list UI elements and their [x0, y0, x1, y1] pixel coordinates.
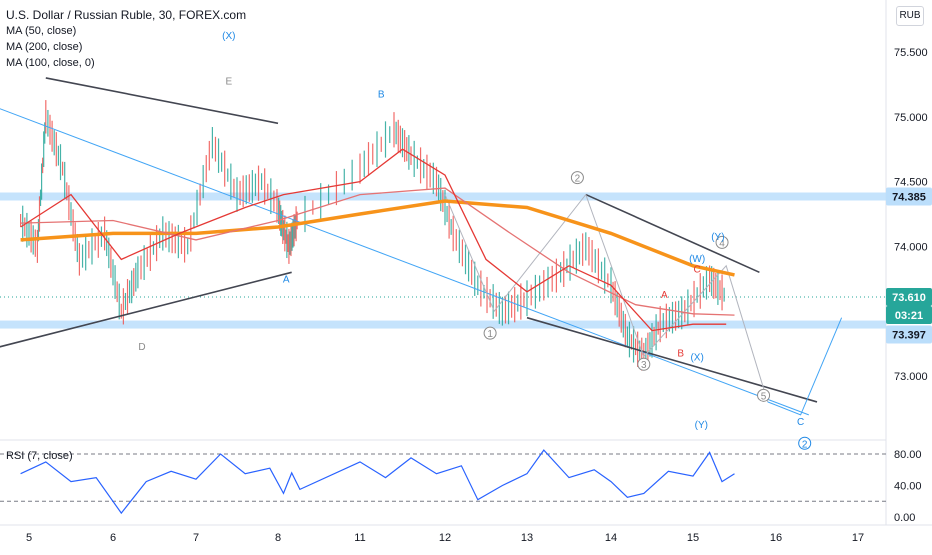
time-tick-label: 17 — [852, 532, 864, 544]
projection-path[interactable] — [767, 317, 843, 416]
wave-label: C — [694, 264, 701, 275]
chart-legend: U.S. Dollar / Russian Ruble, 30, FOREX.c… — [6, 7, 246, 71]
currency-badge[interactable]: RUB — [896, 6, 924, 26]
price-tick-label: 74.500 — [894, 177, 928, 189]
price-tick-label: 73.000 — [894, 371, 928, 383]
time-tick-label: 11 — [354, 532, 365, 544]
ma200-line[interactable] — [20, 199, 735, 277]
rsi-tick-label: 0.00 — [894, 512, 915, 524]
time-tick-label: 6 — [110, 532, 116, 544]
wave-label: 1 — [487, 329, 493, 340]
countdown-badge-bg — [886, 305, 932, 324]
ma50-line[interactable] — [20, 148, 727, 332]
wave-label: (X) — [222, 31, 235, 42]
wave-label-circle — [757, 388, 771, 402]
indicator-ma200[interactable]: MA (200, close) — [6, 41, 83, 53]
resistance-price-badge-bg — [886, 187, 932, 206]
rsi-tick-label: 40.00 — [894, 481, 922, 493]
rsi-legend[interactable]: RSI (7, close) — [6, 450, 73, 462]
last-price-badge-bg — [886, 287, 932, 306]
time-tick-label: 14 — [605, 532, 617, 544]
ma100-line[interactable] — [20, 187, 735, 316]
wave-label-circle — [570, 171, 584, 185]
wave-label: A — [661, 290, 668, 301]
resistance-price-badge: 74.385 — [892, 192, 926, 204]
time-tick-label: 13 — [521, 532, 533, 544]
wave-label-circle — [715, 235, 729, 249]
wave-label: (X) — [690, 352, 703, 363]
time-tick-label: 15 — [687, 532, 699, 544]
time-tick-label: 8 — [275, 532, 281, 544]
price-tick-label: 75.000 — [894, 112, 928, 124]
time-tick-label: 12 — [439, 532, 451, 544]
wave-label: (W) — [689, 254, 705, 265]
trendline-lower-channel-right[interactable] — [526, 316, 818, 403]
trendline-lower-channel-left[interactable] — [0, 271, 292, 350]
price-tick-label: 74.000 — [894, 241, 928, 253]
wave-label: A — [283, 275, 290, 286]
wave-label: 3 — [641, 360, 647, 371]
countdown-badge: 03:21 — [895, 310, 923, 322]
wave-label: (Y) — [695, 420, 708, 431]
wave-label: D — [138, 342, 145, 353]
last-price-badge: 73.610 — [892, 292, 926, 304]
time-tick-label: 5 — [26, 532, 32, 544]
horizontal-level-2[interactable] — [0, 320, 886, 329]
wave-label: 2 — [802, 439, 808, 450]
support-price-badge: 73.397 — [892, 330, 926, 342]
wave-label: 5 — [761, 391, 767, 402]
wave-label-circle — [483, 326, 497, 340]
time-tick-label: 16 — [770, 532, 782, 544]
trendline-upper-channel-right[interactable] — [585, 193, 760, 274]
wave-label: E — [225, 76, 232, 87]
price-tick-label: 75.500 — [894, 47, 928, 59]
time-tick-label: 7 — [193, 532, 199, 544]
trendline-descending-blue[interactable] — [0, 104, 809, 416]
wave-label: B — [677, 349, 684, 360]
support-price-badge-bg — [886, 325, 932, 344]
rsi-line[interactable] — [20, 449, 735, 515]
elliott-wave-path[interactable] — [444, 193, 769, 403]
wave-label: 4 — [719, 238, 725, 249]
indicator-ma50[interactable]: MA (50, close) — [6, 25, 77, 37]
wave-label-circle — [637, 357, 651, 371]
rsi-tick-label: 80.00 — [894, 449, 922, 461]
wave-label: B — [378, 89, 385, 100]
wave-label: (Y) — [711, 232, 724, 243]
wave-label: 2 — [575, 174, 581, 185]
symbol-title[interactable]: U.S. Dollar / Russian Ruble, 30, FOREX.c… — [6, 8, 247, 22]
wave-label: C — [797, 417, 804, 428]
indicator-ma100[interactable]: MA (100, close, 0) — [6, 57, 95, 69]
trendline-upper-channel-left[interactable] — [45, 77, 279, 125]
wave-label-circle — [798, 436, 812, 450]
